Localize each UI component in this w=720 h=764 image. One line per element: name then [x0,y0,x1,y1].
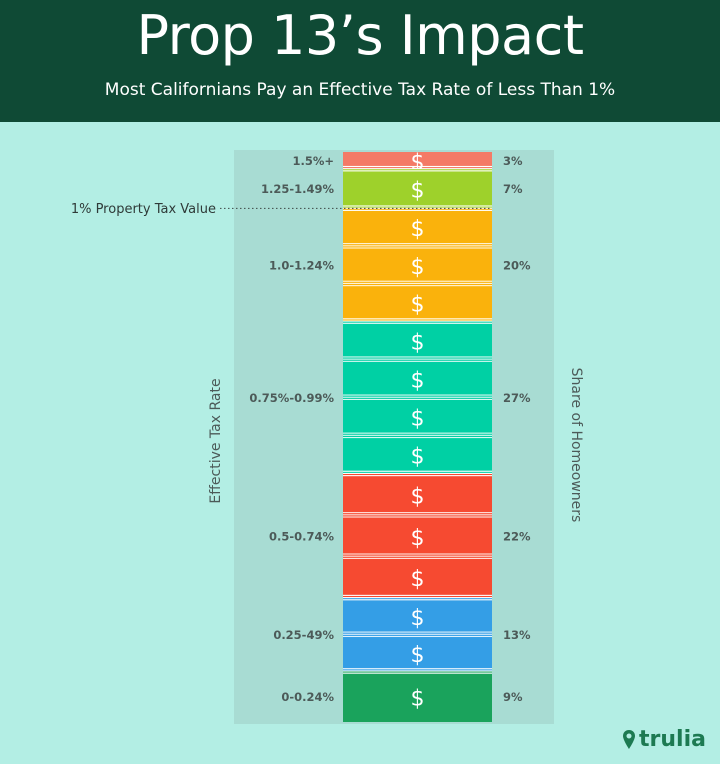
dollar-icon: $ [411,445,425,470]
bill-separator [343,516,492,518]
dollar-icon: $ [411,606,425,631]
dollar-icon: $ [411,292,425,317]
segment-separator [343,170,492,172]
dollar-icon: $ [411,255,425,280]
category-label-1-0-1-24: 1.0-1.24% [269,258,335,272]
bill-separator [343,514,492,516]
category-label-0-75-0-99: 0.75%-0.99% [249,391,334,405]
left-axis-label: Effective Tax Rate [208,378,224,503]
bill-separator [343,356,492,358]
bill-separator [343,396,492,398]
bar-segment-0-5-0-74 [343,473,492,598]
dollar-icon: $ [411,407,425,432]
page-title: Prop 13’s Impact [136,4,584,67]
bill-separator [343,282,492,284]
dollar-icon: $ [411,368,425,393]
dollar-icon: $ [411,567,425,592]
bill-separator [343,243,492,245]
segment-separator [343,209,492,211]
segment-separator [343,472,492,474]
bill-separator [343,394,492,396]
bill-separator [343,512,492,514]
segment-separator [343,475,492,477]
bill-separator [343,436,492,439]
bill-separator [343,285,492,287]
segment-separator [343,670,492,672]
segment-separator [343,672,492,674]
bill-separator [343,434,492,436]
category-label-0-5-0-74: 0.5-0.74% [269,529,335,543]
reference-line-label: 1% Property Tax Value [71,202,216,217]
share-label-1-0-1-24: 20% [503,258,531,272]
bill-separator [343,631,492,633]
segment-separator [343,594,492,596]
bill-separator [343,398,492,400]
bill-separator [343,280,492,282]
segment-separator [343,168,492,170]
share-label-0-25-49: 13% [503,628,531,642]
dollar-icon: $ [411,484,425,509]
right-axis-label: Share of Homeowners [568,368,584,523]
segment-separator [343,165,492,168]
share-label-1-25-1-49: 7% [503,182,523,196]
header-banner: Prop 13’s Impact Most Californians Pay a… [0,0,720,122]
share-label-0-0-24: 9% [503,690,523,704]
bill-separator [343,358,492,360]
segment-separator [343,668,492,670]
bill-separator [343,553,492,555]
share-label-1-5: 3% [503,154,523,168]
category-label-0-25-49: 0.25-49% [273,628,334,642]
bill-separator [343,247,492,249]
share-label-0-75-0-99: 27% [503,391,531,405]
bar-segment-0-0-24 [343,671,492,722]
segment-separator [343,318,492,320]
bar-segment-1-0-1-24 [343,208,492,322]
category-label-1-5: 1.5%+ [292,154,334,168]
bill-separator [343,360,492,362]
bill-separator [343,245,492,247]
dollar-icon: $ [411,643,425,668]
bill-separator [343,555,492,557]
segment-separator [343,599,492,601]
category-label-0-0-24: 0-0.24% [281,690,334,704]
dollar-icon: $ [411,179,425,204]
segment-separator [343,322,492,324]
dollar-icon: $ [411,687,425,712]
bill-separator [343,633,492,635]
page-subtitle: Most Californians Pay an Effective Tax R… [104,80,616,100]
segment-separator [343,320,492,322]
segment-separator [343,470,492,472]
brand-name: trulia [639,727,706,752]
dollar-icon: $ [411,526,425,551]
segment-separator [343,597,492,599]
segment-separator [343,205,492,207]
category-label-1-25-1-49: 1.25-1.49% [261,182,335,196]
dollar-icon: $ [411,330,425,355]
dollar-icon: $ [411,217,425,242]
trulia-logo: trulia [622,727,706,752]
bar-segment-1-25-1-49 [343,168,492,209]
location-pin-icon [623,729,636,749]
bill-separator [343,432,492,434]
bar-segment-1-5 [343,152,492,169]
bill-separator [343,635,492,638]
share-label-0-5-0-74: 22% [503,529,531,543]
bill-separator [343,557,492,559]
